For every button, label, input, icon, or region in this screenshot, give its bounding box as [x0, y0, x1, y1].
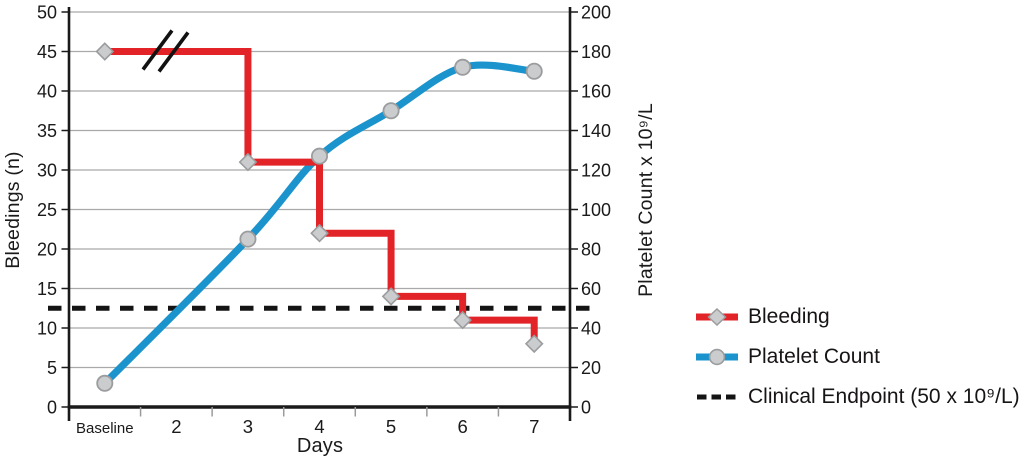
right-tick-label: 140: [581, 121, 611, 141]
left-tick-label: 20: [37, 240, 57, 260]
right-tick-label: 0: [581, 398, 591, 418]
legend-label-platelet-count: Platelet Count: [748, 344, 880, 368]
dashed-line-swatch-icon: [697, 394, 737, 399]
bleeding-marker: [381, 287, 401, 306]
legend-item-bleeding: Bleeding: [696, 300, 1020, 333]
left-tick-label: 40: [37, 82, 57, 102]
bleeding-marker: [310, 223, 329, 243]
left-tick-label: 50: [37, 3, 57, 23]
bleeding-marker: [95, 42, 115, 61]
legend-item-platelet-count: Platelet Count: [696, 340, 1020, 373]
right-tick-label: 60: [581, 279, 601, 299]
x-axis-title: Days: [296, 435, 344, 457]
left-tick-label: 5: [47, 358, 57, 378]
platelet-marker: [454, 58, 472, 76]
x-tick-label: 4: [314, 416, 324, 437]
left-axis-title: Bleedings (n): [2, 151, 24, 269]
platelet-marker: [96, 374, 114, 392]
left-tick-label: 10: [37, 319, 57, 339]
x-axis-ticks: Baseline 2 3 4 5 6 7: [76, 407, 539, 437]
legend-label-bleeding: Bleeding: [748, 304, 830, 328]
x-tick-label: Baseline: [76, 420, 134, 437]
legend-label-clinical-endpoint: Clinical Endpoint (50 x 10⁹/L): [748, 384, 1020, 408]
right-tick-label: 160: [581, 82, 611, 102]
right-tick-label: 120: [581, 161, 611, 181]
right-tick-label: 180: [581, 42, 611, 62]
right-tick-label: 200: [581, 3, 611, 23]
platelet-marker: [310, 147, 328, 165]
platelet-markers: [96, 58, 543, 392]
right-tick-label: 100: [581, 200, 611, 220]
bleeding-marker: [453, 310, 472, 330]
right-axis-title: Platelet Count x 10⁹/L: [635, 103, 657, 297]
bleeding-markers: [95, 42, 544, 354]
bleeding-series-line: [104, 48, 538, 344]
left-tick-label: 30: [37, 161, 57, 181]
left-tick-label: 0: [47, 398, 57, 418]
left-tick-label: 15: [37, 279, 57, 299]
left-tick-label: 25: [37, 200, 57, 220]
x-tick-label: 5: [386, 416, 396, 437]
bleeding-marker: [238, 152, 258, 172]
left-axis-ticks: 0 5 10 15 20 25 30 35 40 45 50: [37, 3, 69, 418]
x-tick-label: 7: [529, 416, 539, 437]
platelet-line-swatch-icon: [696, 348, 738, 365]
platelet-marker: [382, 102, 400, 120]
legend-item-clinical-endpoint: Clinical Endpoint (50 x 10⁹/L): [696, 380, 1020, 413]
platelet-marker: [525, 62, 543, 80]
x-tick-label: 2: [171, 416, 181, 437]
right-tick-label: 80: [581, 240, 601, 260]
platelet-marker: [239, 230, 257, 248]
x-tick-label: 3: [243, 416, 253, 437]
right-tick-label: 20: [581, 358, 601, 378]
legend: Bleeding Platelet Count Clinical Endpoin…: [696, 300, 1020, 413]
left-tick-label: 35: [37, 121, 57, 141]
bleeding-line-swatch-icon: [696, 307, 738, 326]
right-axis-ticks: 0 20 40 60 80 100 120 140 160 180 200: [570, 3, 611, 418]
axes: [67, 7, 572, 421]
right-tick-label: 40: [581, 319, 601, 339]
axis-break-icon: [141, 29, 190, 73]
x-tick-label: 6: [457, 416, 467, 437]
bleeding-marker: [524, 334, 544, 354]
left-tick-label: 45: [37, 42, 57, 62]
